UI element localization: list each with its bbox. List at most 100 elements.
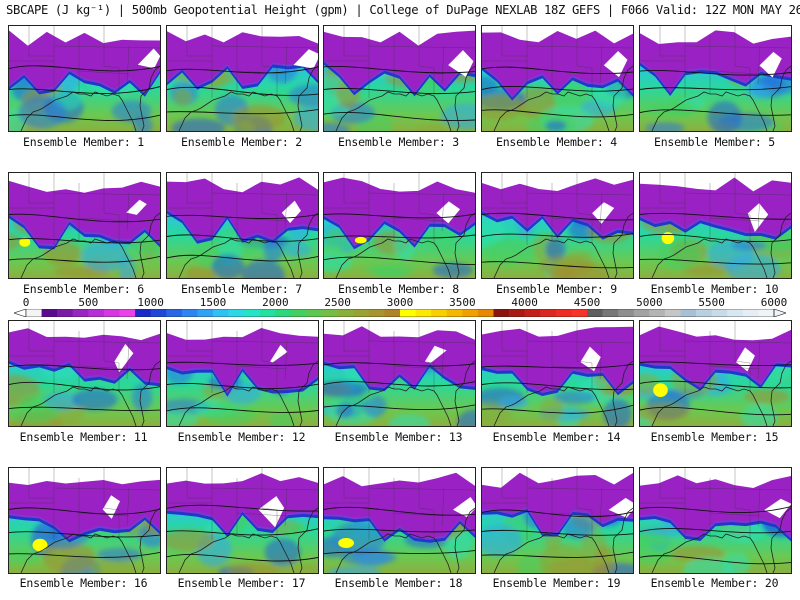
- cape-map: [482, 321, 633, 426]
- ensemble-panel: [481, 25, 634, 132]
- ensemble-panel: [323, 25, 476, 132]
- ensemble-member-label: Ensemble Member: 16: [19, 576, 148, 590]
- colorbar-tick-label: 2000: [262, 296, 289, 309]
- colorbar-segment: [119, 309, 136, 317]
- cape-map: [640, 468, 791, 573]
- colorbar-segment: [41, 309, 58, 317]
- ensemble-panel: [639, 25, 792, 132]
- colorbar-segment: [727, 309, 744, 317]
- colorbar-segment: [135, 309, 151, 317]
- colorbar-segment: [540, 309, 557, 317]
- colorbar-segment: [680, 309, 697, 317]
- colorbar-segment: [353, 309, 370, 317]
- colorbar-segment: [477, 309, 494, 317]
- ensemble-member-label: Ensemble Member: 17: [177, 576, 306, 590]
- colorbar-segment: [400, 309, 416, 317]
- ensemble-panel: [323, 172, 476, 279]
- ensemble-panel: [8, 320, 161, 427]
- ensemble-member-label: Ensemble Member: 13: [334, 430, 463, 444]
- colorbar-segment: [649, 309, 666, 317]
- ensemble-member-label: Ensemble Member: 20: [650, 576, 779, 590]
- colorbar-segment: [618, 309, 635, 317]
- colorbar-tick-label: 4000: [511, 296, 538, 309]
- ensemble-member-label: Ensemble Member: 18: [334, 576, 463, 590]
- colorbar-segment: [555, 309, 572, 317]
- cape-map: [640, 173, 791, 278]
- colorbar-segment: [103, 309, 120, 317]
- colorbar-segment: [26, 309, 42, 317]
- colorbar-segment: [197, 309, 214, 317]
- colorbar-tick-label: 5500: [698, 296, 725, 309]
- cape-map: [167, 468, 318, 573]
- cape-map: [324, 321, 475, 426]
- ensemble-panel: [481, 172, 634, 279]
- colorbar: 0 500 1000 1500 2000 2500 3000 3500 4000 4500 5000…: [0, 296, 800, 318]
- colorbar-segment: [181, 309, 198, 317]
- ensemble-panel: [481, 320, 634, 427]
- colorbar-tick-label: 1500: [199, 296, 227, 309]
- ensemble-panel: [639, 172, 792, 279]
- ensemble-panel: [639, 467, 792, 574]
- colorbar-segment: [571, 309, 588, 317]
- colorbar-segment: [150, 309, 167, 317]
- cape-map: [482, 26, 633, 131]
- colorbar-segment: [758, 309, 775, 317]
- ensemble-panel: [8, 25, 161, 132]
- colorbar-segment: [384, 309, 401, 317]
- colorbar-segment: [664, 309, 681, 317]
- ensemble-panel: [166, 172, 319, 279]
- colorbar-segment: [587, 309, 603, 317]
- ensemble-panel: [8, 172, 161, 279]
- ensemble-member-label: Ensemble Member: 4: [495, 135, 618, 149]
- colorbar-segment: [368, 309, 385, 317]
- ensemble-panel: [323, 320, 476, 427]
- ensemble-panel: [323, 467, 476, 574]
- colorbar-segment: [711, 309, 728, 317]
- colorbar-segment: [213, 309, 229, 317]
- colorbar-tick-label: 6000: [760, 296, 788, 309]
- colorbar-segment: [228, 309, 245, 317]
- ensemble-member-label: Ensemble Member: 10: [650, 282, 779, 296]
- cape-map: [9, 321, 160, 426]
- ensemble-member-label: Ensemble Member: 19: [492, 576, 621, 590]
- ensemble-panel: [639, 320, 792, 427]
- colorbar-segment: [337, 309, 354, 317]
- colorbar-segment: [415, 309, 432, 317]
- colorbar-segment: [524, 309, 541, 317]
- colorbar-segment: [446, 309, 463, 317]
- ensemble-member-label: Ensemble Member: 3: [337, 135, 460, 149]
- ensemble-member-label: Ensemble Member: 2: [180, 135, 303, 149]
- colorbar-tick-label: 3500: [449, 296, 476, 309]
- ensemble-member-label: Ensemble Member: 8: [337, 282, 460, 296]
- colorbar-min-arrow: [14, 309, 27, 317]
- colorbar-segment: [88, 309, 105, 317]
- colorbar-segment: [275, 309, 292, 317]
- ensemble-panel: [166, 320, 319, 427]
- colorbar-segment: [602, 309, 619, 317]
- cape-map: [482, 468, 633, 573]
- cape-map: [640, 321, 791, 426]
- colorbar-max-arrow: [773, 309, 786, 317]
- colorbar-segment: [633, 309, 650, 317]
- ensemble-member-label: Ensemble Member: 9: [495, 282, 618, 296]
- ensemble-member-label: Ensemble Member: 12: [177, 430, 306, 444]
- cape-map: [9, 26, 160, 131]
- ensemble-member-label: Ensemble Member: 5: [653, 135, 776, 149]
- ensemble-panel: [166, 467, 319, 574]
- ensemble-member-label: Ensemble Member: 7: [180, 282, 303, 296]
- colorbar-tick-label: 0: [22, 296, 30, 309]
- colorbar-scale: [14, 309, 786, 317]
- map-title: SBCAPE (J kg⁻¹) | 500mb Geopotential Hei…: [6, 3, 800, 17]
- cape-map: [9, 173, 160, 278]
- colorbar-segment: [742, 309, 759, 317]
- colorbar-segment: [696, 309, 712, 317]
- cape-map: [482, 173, 633, 278]
- colorbar-segment: [322, 309, 338, 317]
- colorbar-frame: [25, 309, 775, 317]
- colorbar-segment: [509, 309, 525, 317]
- colorbar-segment: [431, 309, 448, 317]
- colorbar-segment: [493, 309, 510, 317]
- cape-map: [9, 468, 160, 573]
- ensemble-member-label: Ensemble Member: 1: [22, 135, 145, 149]
- colorbar-segment: [166, 309, 183, 317]
